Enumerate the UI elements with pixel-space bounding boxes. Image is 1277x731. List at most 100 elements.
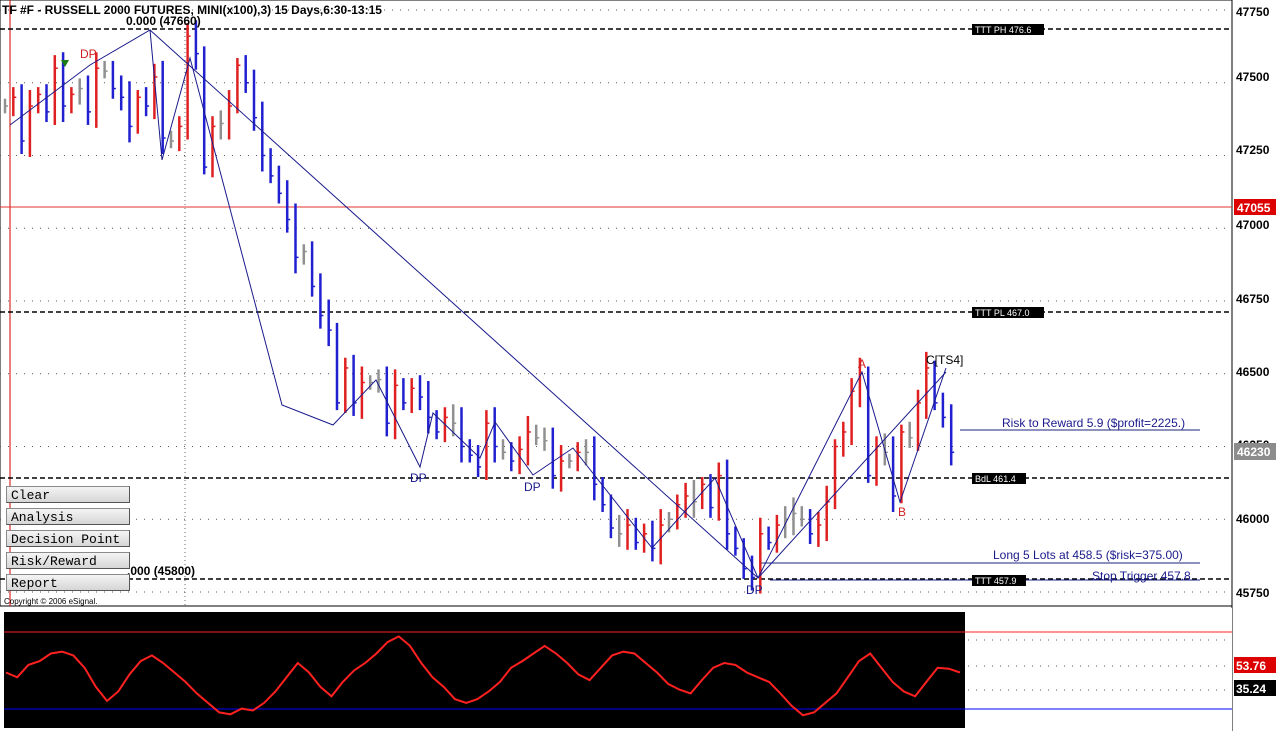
- point-a-label: A: [858, 357, 866, 371]
- price-bar: [427, 381, 432, 434]
- zigzag-lines: [9, 29, 947, 580]
- dp2-label: DP: [524, 480, 541, 494]
- tick-label: 45750: [1236, 586, 1270, 600]
- price-bar: [368, 375, 374, 390]
- price-bar: [186, 23, 191, 140]
- price-bar: [775, 514, 780, 553]
- last-price-badge: [1234, 443, 1276, 460]
- top-fib-label: 0.000 (47660): [126, 14, 201, 28]
- price-bar: [119, 75, 125, 111]
- price-bar: [485, 410, 490, 480]
- price-bar: [543, 427, 548, 451]
- osc-red-value: 53.76: [1236, 659, 1266, 673]
- price-bar: [12, 87, 17, 117]
- price-bar: [28, 90, 33, 157]
- price-bar: [70, 87, 75, 114]
- price-bar: [925, 351, 930, 419]
- tick-label: 46000: [1236, 512, 1270, 526]
- price-bar: [277, 165, 282, 204]
- price-bar: [302, 244, 307, 265]
- price-bar: [842, 421, 847, 457]
- price-bar: [78, 78, 83, 105]
- price-bar: [136, 90, 141, 134]
- price-bar: [626, 509, 631, 550]
- price-bar: [178, 116, 183, 152]
- price-bar: [593, 436, 598, 501]
- price-bar: [435, 410, 440, 440]
- ttt-ph-label: TTT PH 476.6: [975, 25, 1031, 35]
- ttt-stop-label: TTT 457.9: [975, 576, 1016, 586]
- price-bar: [941, 392, 946, 428]
- bottom-fib-label: .000 (45800): [127, 564, 195, 578]
- price-axis: 47750 47500 47250 47000 46750 46500 4625…: [1236, 5, 1270, 600]
- price-bar: [360, 366, 365, 419]
- osc-red-badge: [1234, 657, 1276, 673]
- price-bar: [344, 357, 349, 414]
- long-entry-label: Long 5 Lots at 458.5 ($risk=375.00): [993, 548, 1183, 562]
- clear-button[interactable]: Clear: [6, 486, 130, 503]
- price-bar: [460, 407, 465, 463]
- point-b-label: B: [898, 505, 906, 519]
- price-bar: [526, 415, 531, 466]
- price-bar: [410, 378, 415, 414]
- price-bar: [559, 445, 565, 492]
- price-bar: [335, 322, 340, 411]
- price-bar: [534, 424, 540, 446]
- ttt-pl-tag: [972, 307, 1044, 318]
- tick-label: 47250: [1236, 143, 1270, 157]
- copyright: Copyright © 2006 eSignal.: [4, 597, 98, 606]
- price-bar: [601, 477, 606, 512]
- price-bar: [161, 60, 166, 155]
- price-bar: [800, 506, 805, 527]
- decision-point-button[interactable]: Decision Point: [6, 530, 130, 547]
- ttt-ph-tag: [972, 24, 1044, 35]
- oscillator-line: [5, 635, 961, 717]
- price-bar: [576, 442, 581, 472]
- price-bar: [891, 436, 897, 512]
- price-bar: [111, 60, 116, 99]
- tick-label: 46750: [1236, 292, 1270, 306]
- price-bar: [510, 442, 515, 472]
- tick-label: 47500: [1236, 70, 1270, 84]
- price-bar: [86, 75, 91, 125]
- price-bar: [377, 369, 382, 393]
- price-bar: [767, 526, 772, 550]
- ttt-pl-label: TTT PL 467.0: [975, 308, 1030, 318]
- bdl-label: BdL 461.4: [975, 474, 1016, 484]
- price-bar: [468, 439, 473, 463]
- tick-label: 47750: [1236, 5, 1270, 19]
- price-bar: [269, 148, 274, 184]
- price-bar: [908, 421, 913, 448]
- price-bar: [584, 439, 589, 466]
- price-bar: [609, 494, 614, 539]
- dp1-label: DP: [410, 471, 427, 485]
- price-bar: [327, 299, 332, 347]
- price-bar: [676, 494, 681, 530]
- tick-label: 47000: [1236, 218, 1270, 232]
- price-bar: [36, 87, 42, 114]
- price-bar: [45, 84, 50, 123]
- analysis-button[interactable]: Analysis: [6, 508, 130, 525]
- price-bar: [501, 439, 506, 460]
- price-bar: [393, 369, 399, 440]
- osc-black-value: 35.24: [1236, 682, 1266, 696]
- risk-reward-button[interactable]: Risk/Reward: [6, 552, 130, 569]
- price-bar: [518, 436, 523, 475]
- red-marker-value: 47055: [1237, 201, 1271, 215]
- price-bar: [833, 439, 838, 510]
- risk-reward-label: Risk to Reward 5.9 ($profit=2225.): [1002, 416, 1185, 430]
- price-bar: [194, 20, 199, 70]
- price-bar: [103, 60, 108, 79]
- price-bar: [734, 526, 739, 556]
- price-bar: [617, 514, 623, 547]
- price-bar: [211, 116, 216, 178]
- trend-line: [149, 29, 759, 579]
- report-button[interactable]: Report: [6, 574, 130, 591]
- price-bar: [949, 404, 955, 466]
- signal-triangle-icon: [61, 60, 69, 67]
- price-bar: [451, 404, 457, 437]
- price-bar: [551, 427, 556, 489]
- price-bar: [659, 509, 664, 565]
- price-bar: [792, 497, 797, 536]
